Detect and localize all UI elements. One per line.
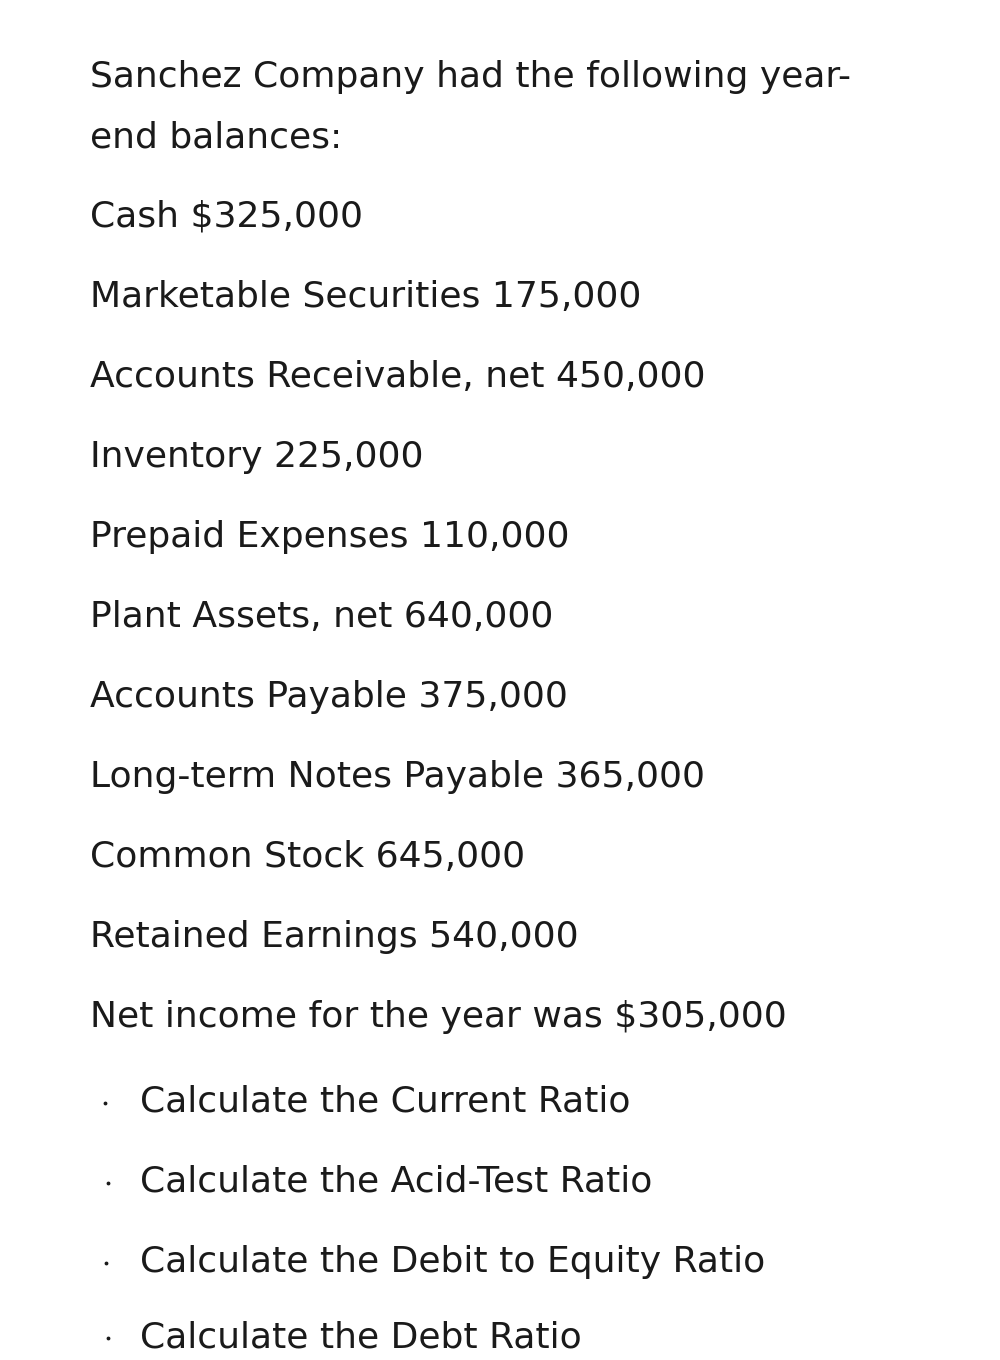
- Text: Calculate the Debit to Equity Ratio: Calculate the Debit to Equity Ratio: [140, 1244, 765, 1278]
- Text: Calculate the Acid-Test Ratio: Calculate the Acid-Test Ratio: [140, 1166, 652, 1200]
- Text: Inventory 225,000: Inventory 225,000: [90, 441, 424, 475]
- Text: Calculate the Current Ratio: Calculate the Current Ratio: [140, 1085, 631, 1119]
- Text: Accounts Receivable, net 450,000: Accounts Receivable, net 450,000: [90, 360, 706, 394]
- Text: Plant Assets, net 640,000: Plant Assets, net 640,000: [90, 600, 553, 634]
- Text: Common Stock 645,000: Common Stock 645,000: [90, 840, 525, 874]
- Text: Long-term Notes Payable 365,000: Long-term Notes Payable 365,000: [90, 760, 705, 794]
- Text: Calculate the Debt Ratio: Calculate the Debt Ratio: [140, 1321, 582, 1355]
- Text: Prepaid Expenses 110,000: Prepaid Expenses 110,000: [90, 520, 570, 554]
- Text: Marketable Securities 175,000: Marketable Securities 175,000: [90, 280, 641, 314]
- Text: Accounts Payable 375,000: Accounts Payable 375,000: [90, 680, 568, 714]
- Text: Net income for the year was $305,000: Net income for the year was $305,000: [90, 1000, 787, 1034]
- Text: end balances:: end balances:: [90, 120, 342, 154]
- Text: Retained Earnings 540,000: Retained Earnings 540,000: [90, 919, 579, 953]
- Text: Cash $325,000: Cash $325,000: [90, 200, 363, 234]
- Text: Sanchez Company had the following year-: Sanchez Company had the following year-: [90, 60, 851, 94]
